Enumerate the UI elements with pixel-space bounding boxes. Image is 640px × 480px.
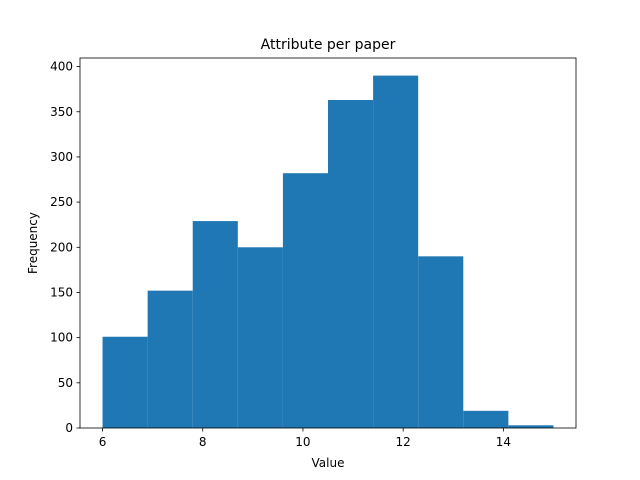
histogram-bar-1: [102, 336, 148, 428]
histogram-bar-5: [282, 173, 328, 428]
histogram-bar-10: [508, 425, 554, 428]
y-tick-label: 300: [50, 150, 73, 164]
histogram-bar-3: [192, 221, 238, 428]
histogram-bar-2: [147, 290, 193, 428]
histogram-bar-6: [328, 100, 374, 428]
histogram-bar-8: [418, 256, 464, 428]
y-tick-label: 150: [50, 285, 73, 299]
bars-group: [102, 75, 554, 428]
x-tick-label: 12: [396, 435, 411, 449]
histogram-bar-4: [237, 247, 283, 428]
x-tick-label: 14: [496, 435, 511, 449]
x-tick-label: 8: [199, 435, 207, 449]
x-axis: 6 8 10 12 14: [99, 428, 511, 449]
chart-title: Attribute per paper: [261, 37, 396, 53]
y-tick-label: 250: [50, 195, 73, 209]
plot-frame: [79, 57, 577, 429]
x-tick-label: 10: [295, 435, 310, 449]
y-tick-label: 200: [50, 240, 73, 254]
histogram-bar-9: [463, 410, 509, 428]
y-axis: 0 50 100 150 200 250 300 350 400: [50, 60, 80, 435]
y-tick-label: 0: [65, 421, 73, 435]
x-tick-label: 6: [99, 435, 107, 449]
x-axis-label: Value: [312, 456, 345, 470]
y-tick-label: 100: [50, 331, 73, 345]
y-axis-label: Frequency: [26, 212, 40, 274]
y-tick-label: 400: [50, 60, 73, 74]
y-tick-label: 350: [50, 105, 73, 119]
histogram-bar-7: [373, 75, 419, 428]
y-tick-label: 50: [58, 376, 73, 390]
